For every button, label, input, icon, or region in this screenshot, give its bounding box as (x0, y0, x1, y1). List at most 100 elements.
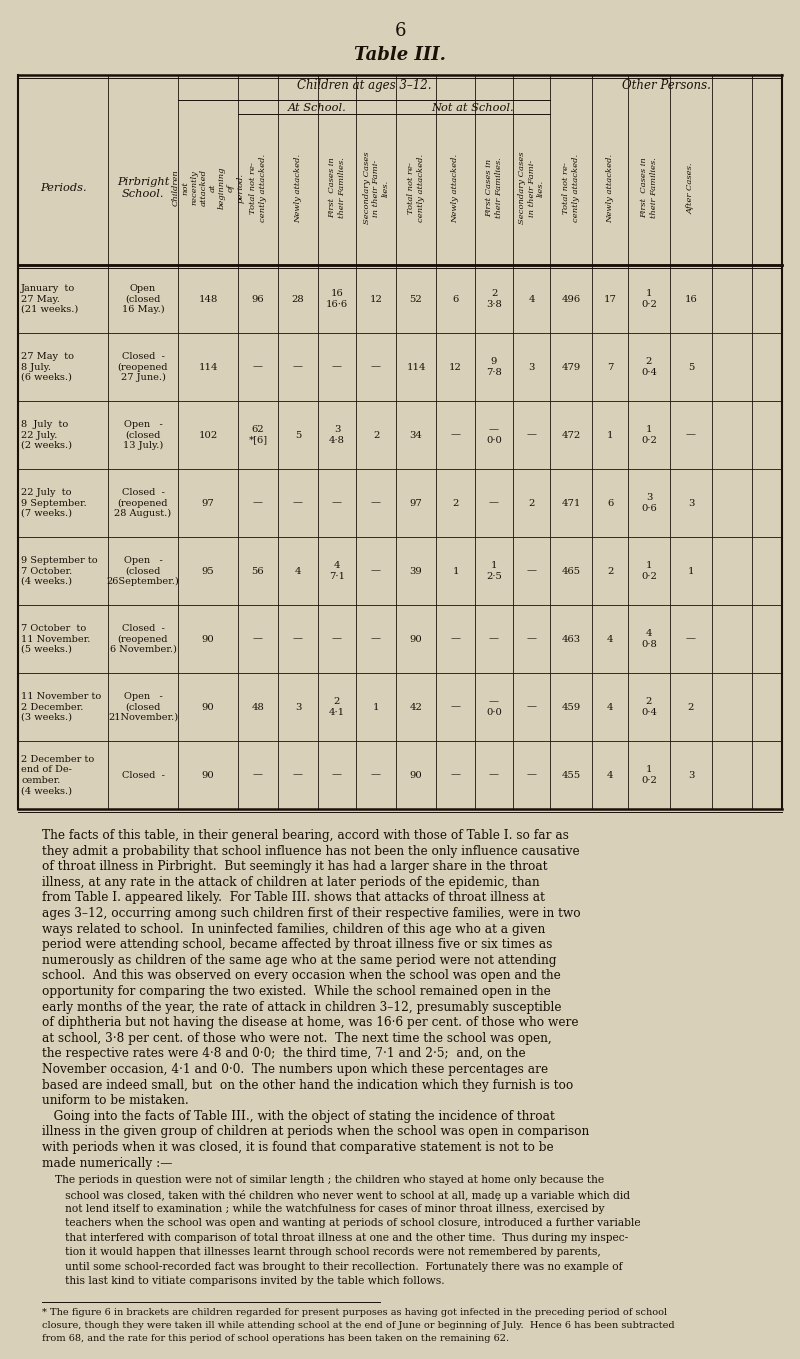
Text: Closed  -
(reopened
28 August.): Closed - (reopened 28 August.) (114, 488, 171, 518)
Text: Periods.: Periods. (40, 183, 86, 193)
Text: 2 December to
end of De-
cember.
(4 weeks.): 2 December to end of De- cember. (4 week… (21, 754, 94, 795)
Text: Total not re-
cently attacked.: Total not re- cently attacked. (250, 154, 266, 222)
Text: they admit a probability that school influence has not been the only influence c: they admit a probability that school inf… (42, 844, 580, 858)
Text: 4
7·1: 4 7·1 (329, 561, 345, 580)
Text: Children at ages 3–12.: Children at ages 3–12. (297, 79, 431, 92)
Text: 56: 56 (252, 567, 264, 575)
Text: 7 October  to
11 November.
(5 weeks.): 7 October to 11 November. (5 weeks.) (21, 624, 90, 654)
Text: Pirbright
School.: Pirbright School. (117, 177, 169, 198)
Text: 1
0·2: 1 0·2 (641, 765, 657, 784)
Text: —: — (489, 635, 499, 644)
Text: 2: 2 (373, 431, 379, 439)
Text: tion it would happen that illnesses learnt through school records were not remem: tion it would happen that illnesses lear… (55, 1248, 601, 1257)
Text: First Cases in
their Families.: First Cases in their Families. (486, 158, 502, 219)
Text: until some school-recorded fact was brought to their recollection.  Fortunately : until some school-recorded fact was brou… (55, 1261, 622, 1272)
Text: 52: 52 (410, 295, 422, 303)
Text: 6: 6 (394, 22, 406, 39)
Text: 6: 6 (607, 499, 613, 507)
Text: —: — (253, 635, 263, 644)
Text: not lend itself to examination ; while the watchfulness for cases of minor throa: not lend itself to examination ; while t… (55, 1204, 605, 1214)
Text: —: — (253, 771, 263, 780)
Text: illness, at any rate in the attack of children at later periods of the epidemic,: illness, at any rate in the attack of ch… (42, 875, 540, 889)
Text: November occasion, 4·1 and 0·0.  The numbers upon which these percentages are: November occasion, 4·1 and 0·0. The numb… (42, 1063, 548, 1076)
Text: 3
4·8: 3 4·8 (329, 425, 345, 444)
Text: 2: 2 (528, 499, 534, 507)
Text: ways related to school.  In uninfected families, children of this age who at a g: ways related to school. In uninfected fa… (42, 923, 546, 935)
Text: 1
2·5: 1 2·5 (486, 561, 502, 580)
Text: Table III.: Table III. (354, 46, 446, 64)
Text: 90: 90 (202, 703, 214, 712)
Text: 22 July  to
9 September.
(7 weeks.): 22 July to 9 September. (7 weeks.) (21, 488, 86, 518)
Text: 4: 4 (606, 635, 614, 644)
Text: 97: 97 (202, 499, 214, 507)
Text: 3: 3 (688, 499, 694, 507)
Text: 48: 48 (251, 703, 265, 712)
Text: 496: 496 (562, 295, 581, 303)
Text: —: — (293, 363, 303, 371)
Text: 4: 4 (606, 771, 614, 780)
Text: —: — (293, 499, 303, 507)
Text: 90: 90 (410, 771, 422, 780)
Text: 455: 455 (562, 771, 581, 780)
Text: 472: 472 (562, 431, 581, 439)
Text: 3: 3 (688, 771, 694, 780)
Text: 4: 4 (606, 703, 614, 712)
Text: 12: 12 (449, 363, 462, 371)
Text: —: — (253, 499, 263, 507)
Text: First  Cases in
their Families.: First Cases in their Families. (328, 158, 346, 219)
Text: 1: 1 (373, 703, 379, 712)
Text: 3: 3 (528, 363, 534, 371)
Text: at school, 3·8 per cent. of those who were not.  The next time the school was op: at school, 3·8 per cent. of those who we… (42, 1031, 552, 1045)
Text: 6: 6 (452, 295, 458, 303)
Text: 465: 465 (562, 567, 581, 575)
Text: 148: 148 (198, 295, 218, 303)
Text: 459: 459 (562, 703, 581, 712)
Text: —: — (526, 431, 537, 439)
Text: 1
0·2: 1 0·2 (641, 425, 657, 444)
Text: uniform to be mistaken.: uniform to be mistaken. (42, 1094, 189, 1108)
Text: After Cases.: After Cases. (687, 162, 695, 213)
Text: Total not re-
cently attacked.: Total not re- cently attacked. (407, 154, 425, 222)
Text: —
0·0: — 0·0 (486, 425, 502, 444)
Text: —: — (332, 499, 342, 507)
Text: 90: 90 (202, 635, 214, 644)
Text: —: — (371, 771, 381, 780)
Text: Children
not
recently
attacked
at
beginning
of
period.: Children not recently attacked at beginn… (172, 167, 244, 209)
Text: 1
0·2: 1 0·2 (641, 561, 657, 580)
Text: 479: 479 (562, 363, 581, 371)
Text: Closed  -
(reopened
6 November.): Closed - (reopened 6 November.) (110, 624, 177, 654)
Text: —: — (526, 703, 537, 712)
Text: Not at School.: Not at School. (432, 103, 514, 113)
Text: 97: 97 (410, 499, 422, 507)
Text: 102: 102 (198, 431, 218, 439)
Text: 96: 96 (252, 295, 264, 303)
Text: 3
0·6: 3 0·6 (641, 493, 657, 512)
Text: 1: 1 (688, 567, 694, 575)
Text: 2
0·4: 2 0·4 (641, 697, 657, 716)
Text: opportunity for comparing the two existed.  While the school remained open in th: opportunity for comparing the two existe… (42, 985, 550, 998)
Text: 471: 471 (562, 499, 581, 507)
Text: Going into the facts of Table III., with the object of stating the incidence of : Going into the facts of Table III., with… (42, 1110, 554, 1123)
Text: The facts of this table, in their general bearing, accord with those of Table I.: The facts of this table, in their genera… (42, 829, 569, 843)
Text: 4: 4 (528, 295, 534, 303)
Text: numerously as children of the same age who at the same period were not attending: numerously as children of the same age w… (42, 954, 557, 966)
Text: from 68, and the rate for this period of school operations has been taken on the: from 68, and the rate for this period of… (42, 1335, 509, 1343)
Text: —: — (526, 635, 537, 644)
Text: —: — (371, 363, 381, 371)
Text: At School.: At School. (288, 103, 346, 113)
Text: 9 September to
7 October.
(4 weeks.): 9 September to 7 October. (4 weeks.) (21, 556, 98, 586)
Text: Closed  -
(reopened
27 June.): Closed - (reopened 27 June.) (118, 352, 168, 382)
Text: —: — (293, 771, 303, 780)
Text: 2
4·1: 2 4·1 (329, 697, 345, 716)
Text: 463: 463 (562, 635, 581, 644)
Text: Open
(closed
16 May.): Open (closed 16 May.) (122, 284, 164, 314)
Text: Newly attacked.: Newly attacked. (294, 154, 302, 223)
Text: school.  And this was observed on every occasion when the school was open and th: school. And this was observed on every o… (42, 969, 561, 983)
Text: 34: 34 (410, 431, 422, 439)
Text: 1: 1 (606, 431, 614, 439)
Text: 17: 17 (603, 295, 617, 303)
Text: made numerically :—: made numerically :— (42, 1157, 172, 1170)
Text: from Table I. appeared likely.  For Table III. shows that attacks of throat illn: from Table I. appeared likely. For Table… (42, 892, 545, 904)
Text: January  to
27 May.
(21 weeks.): January to 27 May. (21 weeks.) (21, 284, 78, 314)
Text: Newly attacked.: Newly attacked. (451, 154, 459, 223)
